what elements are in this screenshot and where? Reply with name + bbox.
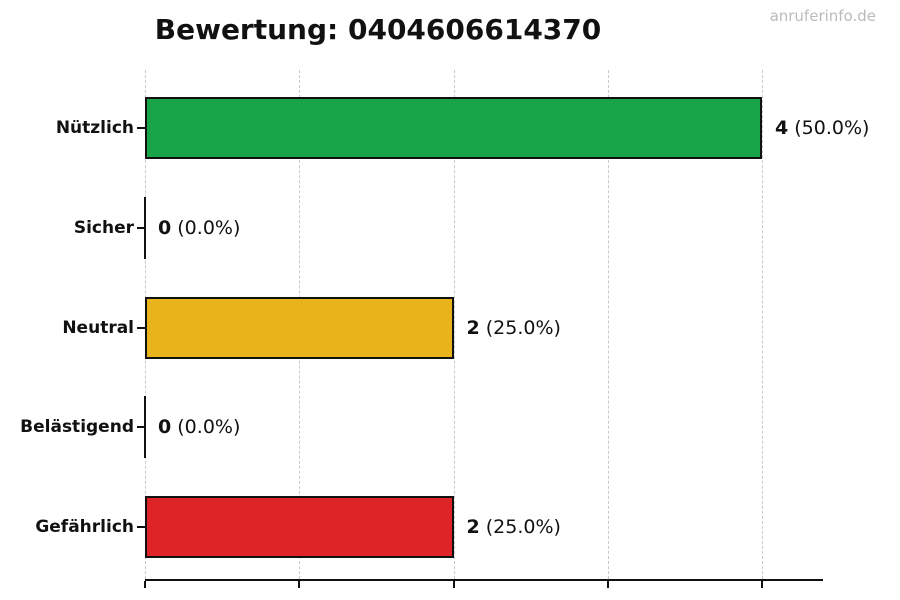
- value-count: 0: [158, 216, 172, 239]
- x-axis-tick: [761, 581, 763, 588]
- value-label: 0 (0.0%): [158, 416, 240, 438]
- value-label: 0 (0.0%): [158, 217, 240, 239]
- y-axis-tick: [137, 526, 145, 528]
- gridline: [453, 70, 455, 579]
- bar: [145, 496, 454, 558]
- value-count: 0: [158, 416, 172, 439]
- value-label: 2 (25.0%): [467, 516, 561, 538]
- value-percentage: (0.0%): [171, 416, 241, 439]
- y-axis-tick: [137, 426, 145, 429]
- x-axis-tick: [606, 581, 609, 588]
- x-axis-tick: [452, 581, 455, 588]
- watermark: anruferinfo.de: [769, 7, 876, 25]
- category-label: Neutral: [62, 317, 134, 338]
- gridline: [607, 70, 609, 579]
- gridline: [762, 70, 763, 579]
- bar: [145, 296, 454, 359]
- category-label: Belästigend: [20, 417, 134, 438]
- value-label: 4 (50.0%): [775, 117, 869, 139]
- category-label: Gefährlich: [35, 517, 134, 537]
- zero-bar-edge: [144, 396, 146, 459]
- category-label: Nützlich: [55, 118, 134, 138]
- value-count: 4: [775, 117, 789, 139]
- value-percentage: (25.0%): [479, 316, 561, 339]
- y-axis-tick: [137, 326, 145, 329]
- bar: [145, 97, 762, 159]
- x-axis-line: [145, 579, 823, 581]
- value-label: 2 (25.0%): [467, 317, 561, 339]
- value-count: 2: [466, 316, 480, 339]
- x-axis-tick: [144, 581, 146, 588]
- value-count: 2: [466, 516, 480, 538]
- y-axis-tick: [137, 127, 145, 129]
- value-percentage: (50.0%): [788, 117, 870, 139]
- chart-title: Bewertung: 0404606614370: [154, 13, 602, 46]
- value-percentage: (25.0%): [479, 516, 561, 538]
- x-axis-tick: [298, 581, 301, 588]
- zero-bar-edge: [144, 196, 146, 259]
- y-axis-tick: [137, 226, 145, 229]
- category-label: Sicher: [73, 217, 134, 238]
- value-percentage: (0.0%): [171, 216, 241, 239]
